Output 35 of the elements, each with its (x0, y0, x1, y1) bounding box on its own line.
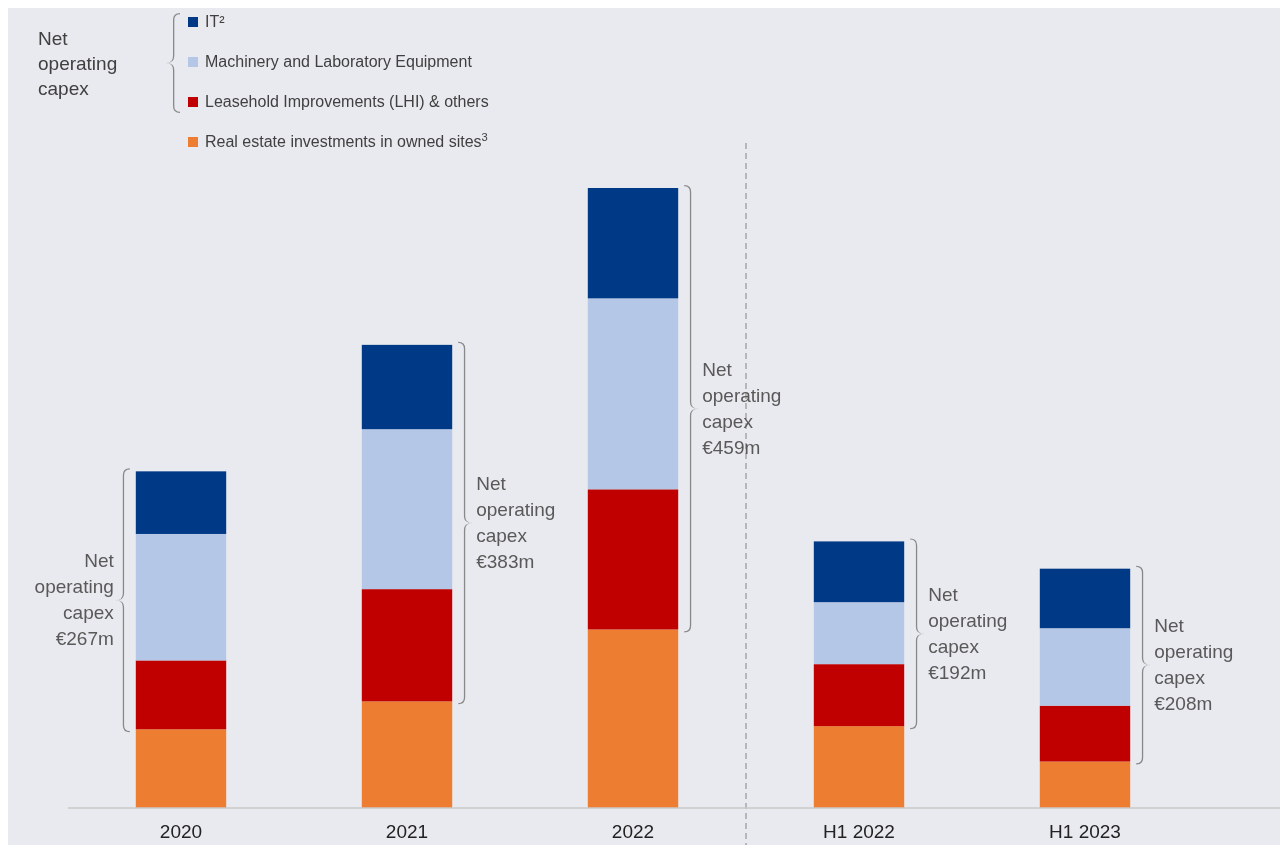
bar (361, 701, 453, 808)
bar (587, 489, 679, 630)
bar (361, 344, 453, 430)
annotation: Net operating capex €267m (34, 550, 115, 650)
bar (813, 541, 905, 603)
x-tick-label: 2020 (159, 821, 203, 842)
bar (361, 589, 453, 702)
bar (813, 602, 905, 665)
legend-label: Real estate investments in owned sites$^{3}$ (205, 131, 488, 150)
x-tick-label: 2021 (385, 821, 429, 842)
bar (1039, 568, 1131, 629)
bar (135, 660, 227, 730)
bar (1039, 705, 1131, 762)
legend-label: IT² (205, 13, 226, 30)
annotation: Net operating capex €383m (476, 473, 556, 573)
bar (587, 298, 679, 490)
bar (135, 471, 227, 534)
text: Net operating capex (38, 28, 118, 99)
bar (813, 726, 905, 808)
bar (361, 429, 453, 590)
x-tick-label: H1 2022 (823, 821, 895, 842)
bar (587, 188, 679, 299)
bar (813, 664, 905, 727)
bar (587, 629, 679, 808)
bar (1039, 761, 1131, 808)
bar (1039, 628, 1131, 706)
x-tick-label: 2022 (611, 821, 655, 842)
legend-label: Leasehold Improvements (LHI) & others (205, 93, 489, 110)
annotation: Net operating capex €192m (928, 583, 1008, 683)
annotation: Net operating capex €459m (702, 358, 782, 458)
x-tick-label: H1 2023 (1049, 821, 1121, 842)
bar (135, 729, 227, 808)
legend-label: Machinery and Laboratory Equipment (205, 53, 473, 70)
bar (135, 533, 227, 661)
annotation: Net operating capex €208m (1154, 615, 1234, 715)
